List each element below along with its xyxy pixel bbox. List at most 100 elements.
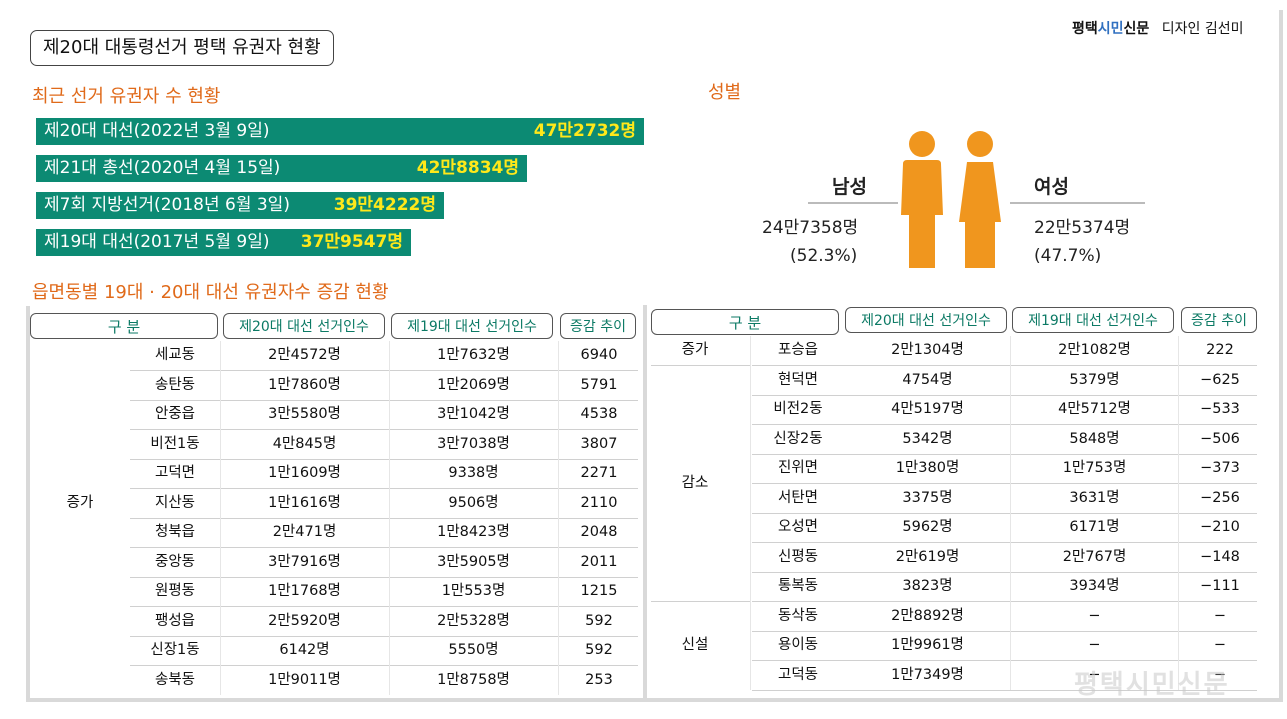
right-group-label: 감소 <box>681 475 709 491</box>
right-cell-diff: − <box>1213 607 1227 624</box>
brand-credit: 평택시민신문 디자인 김선미 <box>1072 18 1243 38</box>
right-cell-diff: −210 <box>1200 519 1240 535</box>
bar-value-0: 47만2732명 <box>533 121 636 141</box>
right-row-line <box>752 542 1257 543</box>
left-cell-c19: 1만8423명 <box>437 524 510 540</box>
right-row-line <box>752 483 1257 484</box>
right-cell-name: 비전2동 <box>773 401 823 417</box>
right-cell-diff: −506 <box>1200 430 1240 447</box>
right-col-line <box>1178 336 1179 690</box>
left-cell-c19: 9338명 <box>448 465 499 481</box>
right-row-line <box>752 453 1257 455</box>
right-row-line <box>752 571 1257 573</box>
left-col-line <box>558 341 559 695</box>
right-group-label: 신설 <box>681 637 709 654</box>
left-cell-c19: 9506명 <box>448 494 499 511</box>
right-cell-c20: 1만7349명 <box>891 666 964 683</box>
left-cell-c20: 2만471명 <box>272 524 337 540</box>
left-header-diff: 증감 추이 <box>560 313 636 339</box>
left-cell-c20: 3만5580명 <box>268 406 341 422</box>
left-cell-c20: 4만845명 <box>272 435 337 452</box>
frame-right <box>1279 10 1283 700</box>
right-cell-name: 통복동 <box>777 578 819 594</box>
bar-2 <box>36 192 444 219</box>
left-group-label: 증가 <box>66 495 94 512</box>
brand-name-c: 신문 <box>1123 21 1150 37</box>
right-cell-name: 동삭동 <box>777 607 819 624</box>
right-header-c19: 제19대 대선 선거인수 <box>1012 307 1174 333</box>
designer-credit: 디자인 김선미 <box>1161 21 1244 37</box>
left-cell-name: 원평동 <box>154 583 196 599</box>
left-cell-name: 세교동 <box>154 347 196 363</box>
right-row-line <box>752 630 1257 632</box>
right-cell-c19: 4만5712명 <box>1058 401 1131 417</box>
left-row-line <box>130 488 638 489</box>
left-row-line <box>130 399 638 401</box>
male-icon <box>897 130 947 270</box>
female-line <box>1010 202 1145 204</box>
male-label: 남성 <box>832 176 867 198</box>
left-cell-name: 고덕면 <box>154 465 196 481</box>
left-cell-c20: 2만5920명 <box>268 612 341 629</box>
left-cell-c20: 2만4572명 <box>268 347 341 363</box>
right-cell-diff: −148 <box>1200 548 1240 565</box>
bar-label-0: 제20대 대선(2022년 3월 9일) <box>44 121 270 141</box>
left-cell-c19: 5550명 <box>448 642 499 658</box>
left-row-line <box>130 665 638 666</box>
right-row-line <box>752 601 1257 602</box>
left-cell-c20: 6142명 <box>279 642 330 658</box>
right-cell-c19: 1만753명 <box>1062 460 1127 476</box>
left-cell-c20: 1만9011명 <box>268 671 341 688</box>
bar-value-3: 37만9547명 <box>300 232 403 252</box>
right-cell-name: 포승읍 <box>777 342 819 358</box>
right-col-line <box>750 336 751 690</box>
right-cell-diff: −256 <box>1200 489 1240 506</box>
right-group-line <box>651 365 751 366</box>
left-cell-diff: 1215 <box>580 583 618 599</box>
frame-bottom <box>26 698 1283 702</box>
right-row-line <box>752 660 1257 661</box>
right-cell-c19: − <box>1088 637 1101 653</box>
bar-0 <box>36 118 644 145</box>
left-cell-diff: 592 <box>585 642 613 658</box>
gender-title: 성별 <box>708 82 742 103</box>
right-row-line <box>752 689 1257 691</box>
left-cell-diff: 4538 <box>580 406 618 422</box>
right-cell-c19: 2만767명 <box>1062 548 1127 565</box>
right-cell-diff: −625 <box>1200 371 1240 388</box>
brand-name-a: 평택 <box>1072 21 1098 37</box>
right-cell-c20: 4754명 <box>902 371 953 388</box>
left-row-line <box>130 458 638 460</box>
left-cell-diff: 592 <box>585 612 613 629</box>
left-cell-name: 비전1동 <box>150 435 200 452</box>
right-cell-diff: −111 <box>1200 578 1240 594</box>
left-cell-diff: 6940 <box>580 347 618 363</box>
table-title: 읍면동별 19대 · 20대 대선 유권자수 증감 현황 <box>32 282 389 303</box>
left-row-line <box>130 635 638 637</box>
right-group-line <box>651 601 751 602</box>
male-pct: (52.3%) <box>790 246 858 266</box>
left-cell-diff: 2011 <box>580 553 618 570</box>
bar-value-1: 42만8834명 <box>416 158 519 178</box>
right-col-line <box>1010 336 1011 690</box>
right-cell-c20: 5342명 <box>902 430 953 447</box>
left-cell-c20: 1만7860명 <box>268 376 341 393</box>
right-cell-c20: 2만619명 <box>895 548 960 565</box>
right-cell-name: 신평동 <box>777 548 819 565</box>
right-row-line <box>752 512 1257 514</box>
right-cell-c19: 2만1082명 <box>1058 342 1131 358</box>
right-header-diff: 증감 추이 <box>1181 307 1257 333</box>
right-cell-name: 고덕동 <box>777 666 819 683</box>
left-cell-name: 지산동 <box>154 494 196 511</box>
left-row-line <box>130 606 638 607</box>
left-row-line <box>130 576 638 578</box>
recent-title: 최근 선거 유권자 수 현황 <box>32 86 221 107</box>
left-cell-diff: 2110 <box>580 494 618 511</box>
left-cell-name: 청북읍 <box>154 524 196 540</box>
right-cell-name: 현덕면 <box>777 371 819 388</box>
bar-3 <box>36 229 411 256</box>
bar-label-1: 제21대 총선(2020년 4월 15일) <box>44 158 281 178</box>
left-cell-c19: 3만5905명 <box>437 553 510 570</box>
watermark: 평택시민신문 <box>1074 670 1230 700</box>
brand-name-b: 시민 <box>1097 21 1124 37</box>
